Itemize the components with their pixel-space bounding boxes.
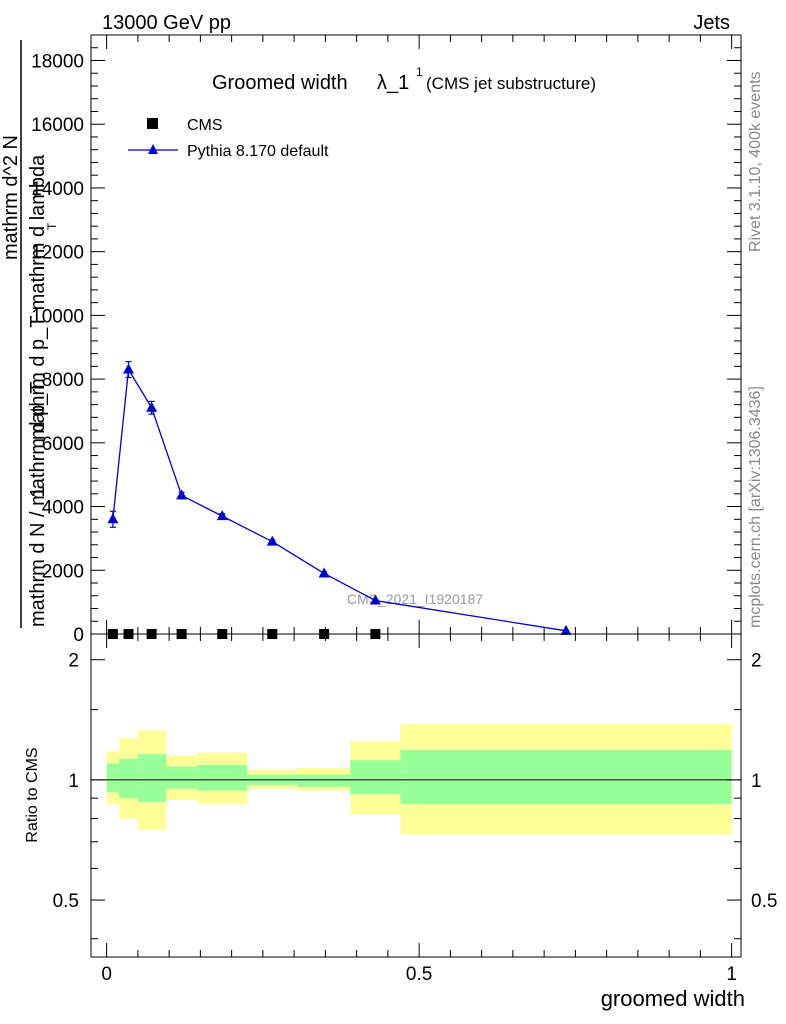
main-title: Groomed width λ_1 1 (CMS jet substructur…	[212, 65, 596, 94]
y-tick-label: 2000	[42, 561, 84, 582]
title-symbol: λ_1	[377, 72, 409, 94]
y-tick-label: 14000	[31, 179, 84, 200]
ylabel-denominator: mathrm d N / mathrm d p_T	[27, 381, 49, 627]
ylabel-numerator: 1	[27, 486, 49, 497]
ratio-y-tick-label-right: 1	[751, 771, 762, 792]
pythia-point	[560, 624, 572, 635]
ratio-green-band	[197, 764, 248, 791]
pythia-point	[216, 510, 228, 521]
pythia-point	[146, 401, 158, 412]
main-y-label: 1 mathrm d N / mathrm d p_T mathrm d^2 N…	[0, 40, 59, 628]
ratio-y-tick-label: 1	[68, 771, 79, 792]
pythia-point	[123, 363, 134, 374]
ratio-bands	[106, 724, 732, 835]
rivet-label: Rivet 3.1.10, 400k events	[747, 71, 764, 252]
y-tick-label: 16000	[31, 115, 84, 136]
pythia-line	[112, 367, 567, 632]
ratio-ylabel: Ratio to CMS	[24, 747, 41, 842]
ratio-y-tick-label-right: 0.5	[751, 891, 777, 912]
analysis-watermark: CMS_2021_I1920187	[347, 591, 483, 607]
pythia-point	[176, 489, 188, 500]
y-tick-label: 12000	[31, 243, 84, 264]
ratio-y-tick-label-right: 2	[751, 651, 762, 672]
title-superscript: 1	[416, 65, 423, 79]
ratio-y-axis: 0.5 0.5 1 1 2 2	[53, 651, 777, 940]
ratio-green-band	[350, 760, 401, 795]
ratio-green-band	[106, 763, 120, 793]
ratio-y-tick-label: 0.5	[53, 891, 79, 912]
pythia-point	[369, 594, 381, 605]
y-tick-label: 0	[73, 625, 84, 646]
legend-cms-label: CMS	[187, 117, 223, 134]
header-left: 13000 GeV pp	[102, 12, 231, 34]
ratio-green-band	[297, 774, 351, 787]
ratio-frame	[90, 633, 742, 958]
y-tick-label: 6000	[42, 434, 84, 455]
ratio-green-band	[166, 766, 198, 789]
pythia-point	[318, 567, 330, 578]
main-series	[107, 360, 572, 639]
legend: CMS Pythia 8.170 default	[128, 117, 329, 160]
y-tick-label: 10000	[31, 306, 84, 327]
y-tick-label: 4000	[42, 498, 84, 519]
pythia-point	[266, 535, 278, 546]
main-y-axis: 0 2000 4000 6000 8000 10000 12000 14000 16000 180…	[31, 34, 741, 646]
legend-pythia-label: Pythia 8.170 default	[187, 143, 329, 160]
ratio-panel: 0.5 0.51 12 2 0 0.5 1 Ratio to CMS groomed wi…	[24, 633, 777, 1011]
ylabel-subscript: T	[45, 222, 59, 230]
ratio-green-band	[137, 754, 166, 803]
header-right: Jets	[693, 12, 730, 34]
ratio-y-tick-label: 2	[68, 651, 79, 672]
ylabel-frac-top: mathrm d^2 N	[0, 135, 22, 260]
legend-cms-marker	[147, 118, 158, 129]
ratio-green-band	[119, 758, 138, 799]
x-tick-label: 0	[101, 964, 112, 985]
ylabel-frac-bottom: mathrm d p_T mathrm d lambda	[27, 154, 49, 440]
title-main: Groomed width	[212, 72, 348, 94]
pythia-point	[107, 513, 119, 524]
ratio-green-band	[400, 749, 732, 805]
x-tick-label: 1	[726, 964, 737, 985]
y-tick-label: 18000	[31, 51, 84, 72]
main-panel: 0 2000 4000 6000 8000 10000 12000 14000 16000 180…	[0, 34, 742, 646]
x-axis-label: groomed width	[601, 986, 745, 1011]
y-tick-label: 8000	[42, 370, 84, 391]
ratio-x-axis: 0 0.5 1	[101, 634, 737, 985]
mcplots-label: mcplots.cern.ch [arXiv:1306.3436]	[747, 386, 764, 628]
title-suffix: (CMS jet substructure)	[426, 74, 596, 93]
legend-pythia-marker	[148, 144, 158, 154]
x-tick-label: 0.5	[406, 964, 432, 985]
